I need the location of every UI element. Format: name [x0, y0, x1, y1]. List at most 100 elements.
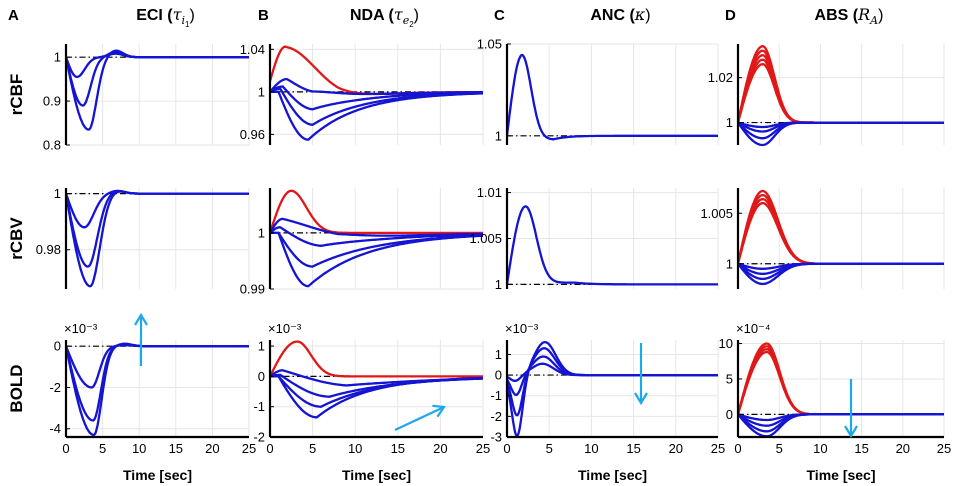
x-tick-label: 5 [776, 441, 783, 456]
y-tick-label: 0 [258, 369, 265, 384]
series-line-blue [66, 344, 249, 389]
panel-label-d: D [725, 7, 736, 24]
series-line-blue [270, 85, 483, 111]
y-tick-label: 1 [495, 347, 502, 362]
series-line-red [738, 348, 944, 416]
y-tick-label: 1 [495, 128, 502, 143]
x-tick-label: 0 [266, 441, 273, 456]
x-axis-label: Time [sec] [342, 467, 411, 483]
y-tick-label: 1.04 [240, 42, 265, 57]
y-tick-label: -3 [490, 430, 502, 445]
y-tick-label: 1 [258, 225, 265, 240]
series-line-red [738, 63, 944, 124]
chart-panel-d-bold: 0 5 10 0 5 10 15 20 25 ×10⁻⁴ Time [sec] [719, 321, 952, 483]
column-title-3: ABS (RA) [815, 5, 884, 27]
series-line-blue [507, 205, 718, 286]
axis-exponent-label: ×10⁻⁴ [736, 321, 771, 336]
x-tick-label: 15 [626, 441, 640, 456]
panel-label-c: C [494, 7, 505, 24]
y-tick-label: 0.96 [240, 127, 265, 142]
x-tick-label: 0 [734, 441, 741, 456]
column-title-2: ANC (κ) [590, 5, 650, 24]
x-tick-label: 25 [711, 441, 725, 456]
x-tick-label: 15 [391, 441, 405, 456]
x-tick-label: 20 [433, 441, 447, 456]
y-tick-label: 1.005 [700, 206, 733, 221]
y-tick-label: 1 [726, 115, 733, 130]
y-tick-label: 1 [54, 50, 61, 65]
y-tick-label: 0 [495, 368, 502, 383]
arrow-down-icon [634, 343, 648, 406]
row-label-rcbv: rCBV [7, 217, 26, 260]
series-line-blue [66, 342, 249, 437]
series-line-red [270, 189, 483, 235]
series-line-blue [507, 53, 718, 141]
series-line-blue [270, 369, 483, 387]
y-tick-label: 1 [54, 186, 61, 201]
chart-panel-c-rcbf: 11.05 [477, 37, 719, 145]
chart-panel-b-rcbv: 0.99 1 [240, 188, 484, 297]
series-line-blue [270, 231, 483, 288]
series-line-blue [507, 340, 718, 438]
series-line-red [738, 350, 944, 416]
column-title-0: ECI (τi1) [136, 5, 195, 29]
y-tick-label: 0 [54, 339, 61, 354]
row-label-bold: BOLD [7, 364, 26, 412]
arrow-diagonal-icon [394, 404, 446, 431]
chart-panel-a-rcbv: 0.98 1 [36, 186, 250, 289]
y-tick-label: -2 [253, 430, 265, 445]
series-line-red [270, 340, 483, 378]
y-tick-label: -1 [490, 388, 502, 403]
y-tick-label: 0.8 [43, 138, 61, 153]
x-tick-label: 0 [503, 441, 510, 456]
row-label-rcbf: rCBF [7, 74, 26, 116]
y-tick-label: 1 [726, 256, 733, 271]
y-tick-label: 5 [726, 371, 733, 386]
y-tick-label: 0 [726, 407, 733, 422]
chart-panel-b-rcbf: 0.96 1 1.04 [240, 42, 484, 145]
series-line-blue [270, 90, 483, 141]
x-axis-label: Time [sec] [123, 467, 192, 483]
arrow-down-icon [844, 379, 858, 439]
series-line-blue [738, 262, 944, 281]
series-line-blue [66, 190, 249, 268]
series-line-blue [738, 121, 944, 147]
series-line-blue [270, 375, 483, 408]
series-line-blue [738, 262, 944, 286]
y-tick-label: 1 [258, 339, 265, 354]
x-axis-label: Time [sec] [807, 467, 876, 483]
x-tick-label: 20 [669, 441, 683, 456]
x-tick-label: 25 [476, 441, 490, 456]
y-tick-label: 1.01 [477, 185, 502, 200]
series-line-blue [270, 373, 483, 398]
x-tick-label: 15 [854, 441, 868, 456]
y-tick-label: 1.05 [477, 37, 502, 52]
x-tick-label: 15 [169, 441, 183, 456]
series-line-blue [738, 413, 944, 438]
x-tick-label: 5 [546, 441, 553, 456]
series-line-blue [66, 189, 249, 229]
x-tick-label: 5 [99, 441, 106, 456]
y-tick-label: -4 [49, 421, 61, 436]
series-line-blue [66, 342, 249, 422]
x-tick-label: 10 [584, 441, 598, 456]
x-tick-label: 5 [309, 441, 316, 456]
series-line-red [738, 202, 944, 265]
series-line-blue [270, 375, 483, 419]
axis-exponent-label: ×10⁻³ [64, 321, 98, 336]
y-tick-label: 1 [495, 277, 502, 292]
series-line-blue [270, 226, 483, 247]
y-tick-label: 0.99 [240, 282, 265, 297]
y-tick-label: 1.005 [469, 231, 502, 246]
panel-label-a: A [8, 7, 19, 24]
y-tick-label: 1.02 [708, 70, 733, 85]
axis-exponent-label: ×10⁻³ [268, 321, 302, 336]
x-tick-label: 0 [62, 441, 69, 456]
x-tick-label: 10 [132, 441, 146, 456]
series-line-blue [507, 362, 718, 382]
axis-exponent-label: ×10⁻³ [505, 321, 539, 336]
panel-label-b: B [258, 7, 269, 24]
series-line-blue [66, 190, 249, 288]
